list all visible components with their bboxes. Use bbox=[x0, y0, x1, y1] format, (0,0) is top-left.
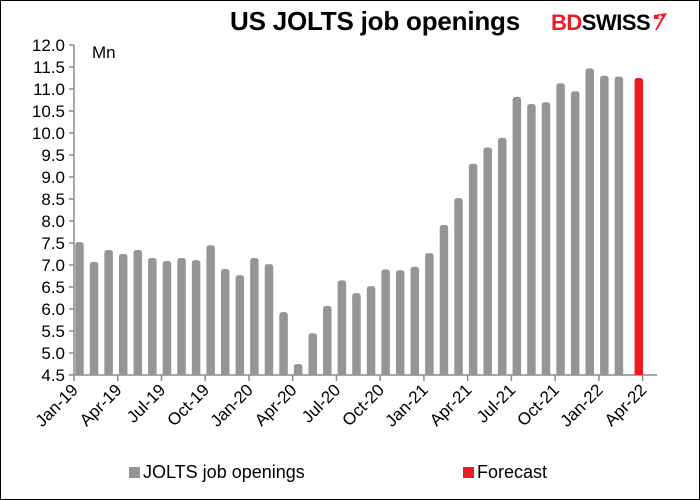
bar-actual bbox=[177, 257, 186, 375]
legend-swatch-forecast bbox=[463, 467, 474, 478]
bar-actual bbox=[570, 91, 580, 375]
x-tick-label: Oct-19 bbox=[164, 380, 214, 430]
y-tick-label: 6.5 bbox=[41, 278, 65, 297]
bar-actual bbox=[133, 250, 143, 375]
x-tick-label: Apr-21 bbox=[426, 380, 476, 430]
bar-actual bbox=[410, 266, 420, 375]
y-tick-label: 6.0 bbox=[41, 300, 65, 319]
bar-actual bbox=[221, 268, 230, 375]
y-tick-label: 11.0 bbox=[33, 80, 65, 99]
bar-actual bbox=[512, 96, 522, 376]
legend-swatch-actual bbox=[129, 467, 140, 478]
bar-actual bbox=[162, 261, 172, 375]
bar-actual bbox=[585, 68, 594, 375]
bar-actual bbox=[541, 102, 551, 375]
swiss-flag-icon bbox=[654, 13, 668, 30]
bar-actual bbox=[454, 198, 463, 375]
bar-actual bbox=[600, 75, 609, 376]
y-tick-label: 8.0 bbox=[41, 212, 65, 231]
bar-actual bbox=[250, 257, 259, 375]
chart-title: US JOLTS job openings bbox=[230, 6, 520, 36]
bar-actual bbox=[425, 253, 434, 375]
bar-actual bbox=[366, 286, 376, 375]
y-tick-label: 7.0 bbox=[41, 256, 65, 275]
bar-forecast bbox=[634, 78, 644, 375]
bar-actual bbox=[468, 163, 478, 375]
y-tick-label: 8.5 bbox=[41, 190, 65, 209]
x-tick-label: Jan-21 bbox=[382, 380, 432, 430]
bar-actual bbox=[89, 261, 99, 375]
brand-logo: BDSWISS bbox=[551, 10, 668, 36]
bar-actual bbox=[279, 312, 288, 375]
y-axis: 4.5 5.0 5.5 6.0 6.5 7.0 7.5 8.0 8.5 9.0 9.5 10.0 10.… bbox=[32, 36, 75, 385]
logo-bd: BD bbox=[551, 10, 582, 35]
bar-actual bbox=[614, 76, 624, 376]
legend-label-actual: JOLTS job openings bbox=[143, 462, 305, 482]
x-tick-label: Jul-19 bbox=[123, 380, 169, 426]
y-tick-label: 12.0 bbox=[32, 36, 65, 55]
bar-actual bbox=[206, 245, 215, 375]
y-tick-label: 4.5 bbox=[41, 366, 65, 385]
y-unit-label: Mn bbox=[92, 43, 116, 62]
y-tick-label: 10.0 bbox=[32, 124, 65, 143]
x-tick-label: Jul-20 bbox=[298, 380, 344, 426]
x-tick-label: Jan-22 bbox=[557, 380, 607, 430]
bar-actual bbox=[104, 250, 113, 375]
x-tick-label: Jul-21 bbox=[473, 380, 519, 426]
bar-actual bbox=[308, 333, 317, 375]
x-tick-label: Oct-21 bbox=[513, 380, 563, 430]
bar-actual bbox=[235, 275, 245, 375]
legend-item-actual: JOLTS job openings bbox=[129, 462, 305, 483]
bar-actual bbox=[148, 257, 157, 375]
y-tick-label: 10.5 bbox=[32, 102, 65, 121]
bar-actual bbox=[75, 242, 84, 375]
y-tick-label: 9.5 bbox=[41, 146, 65, 165]
bar-actual bbox=[381, 269, 390, 375]
x-tick-label: Apr-22 bbox=[601, 380, 651, 430]
bar-actual bbox=[118, 254, 128, 375]
bars bbox=[75, 68, 644, 376]
x-tick-label: Jan-20 bbox=[207, 380, 257, 430]
y-tick-label: 7.5 bbox=[41, 234, 65, 253]
x-tick-label: Oct-20 bbox=[338, 380, 388, 430]
bar-actual bbox=[352, 293, 361, 375]
x-tick-label: Apr-19 bbox=[76, 380, 126, 430]
bar-actual bbox=[527, 103, 536, 376]
bar-actual bbox=[483, 147, 492, 375]
legend-label-forecast: Forecast bbox=[477, 462, 548, 482]
x-tick-label: Jan-19 bbox=[32, 380, 82, 430]
legend: JOLTS job openings Forecast bbox=[0, 462, 700, 486]
bar-actual bbox=[498, 137, 507, 375]
y-tick-label: 5.0 bbox=[41, 344, 65, 363]
bar-actual bbox=[264, 264, 274, 375]
bar-actual bbox=[293, 364, 303, 375]
bar-actual bbox=[191, 260, 201, 375]
bar-actual bbox=[395, 270, 405, 375]
x-tick-label: Apr-20 bbox=[251, 380, 301, 430]
bar-actual bbox=[556, 83, 565, 375]
y-tick-label: 5.5 bbox=[41, 322, 65, 341]
bar-actual bbox=[323, 305, 332, 375]
y-tick-label: 9.0 bbox=[41, 168, 65, 187]
bar-actual bbox=[337, 280, 347, 375]
logo-swiss: SWISS bbox=[581, 10, 651, 35]
legend-item-forecast: Forecast bbox=[463, 462, 547, 483]
bar-actual bbox=[439, 224, 449, 375]
x-axis: Jan-19Apr-19Jul-19Oct-19Jan-20Apr-20Jul-… bbox=[32, 374, 658, 431]
y-tick-label: 11.5 bbox=[33, 58, 65, 77]
